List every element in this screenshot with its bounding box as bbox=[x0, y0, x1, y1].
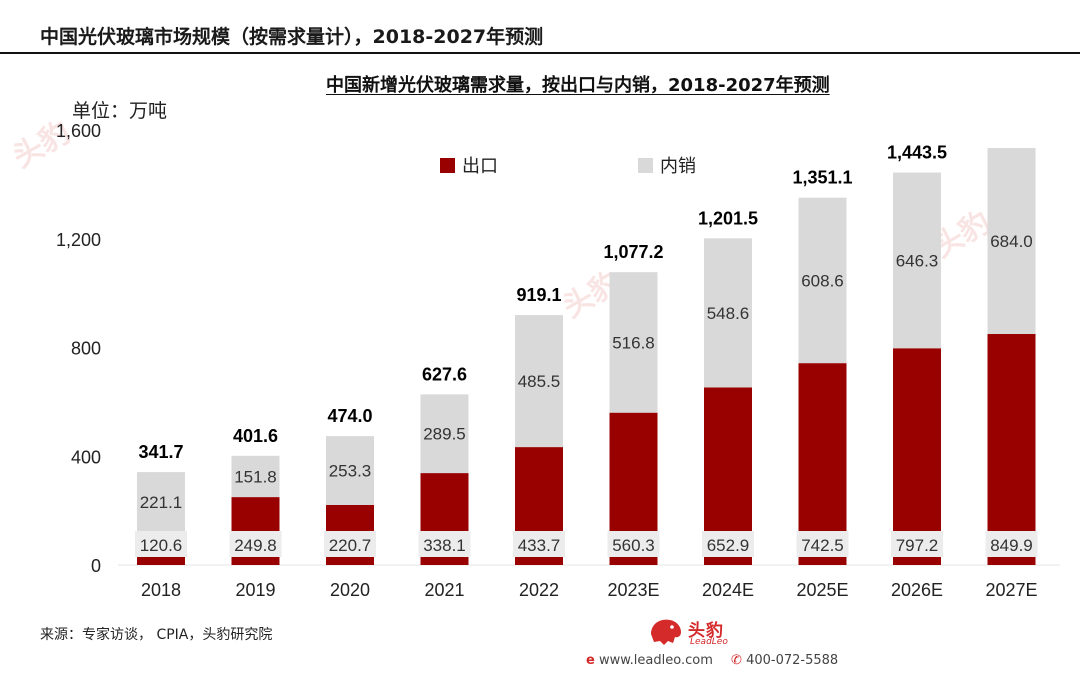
legend-label-domestic: 内销 bbox=[660, 156, 696, 177]
export-value-label: 742.5 bbox=[801, 536, 844, 555]
x-tick-label: 2024E bbox=[702, 580, 754, 600]
export-value-label: 797.2 bbox=[896, 536, 939, 555]
bar-domestic bbox=[987, 147, 1036, 334]
y-tick-label: 400 bbox=[71, 447, 101, 467]
bar-domestic bbox=[420, 394, 469, 474]
export-label-bg bbox=[607, 531, 660, 557]
legend-label-export: 出口 bbox=[462, 156, 498, 177]
legend-swatch-export bbox=[440, 158, 455, 173]
total-value-label: 919.1 bbox=[516, 285, 561, 305]
leopard-icon bbox=[651, 619, 681, 645]
bar-domestic bbox=[893, 172, 941, 349]
x-tick-label: 2026E bbox=[891, 580, 943, 600]
domestic-value-label: 548.6 bbox=[707, 304, 750, 323]
bar-domestic bbox=[798, 197, 847, 364]
export-label-bg bbox=[324, 531, 376, 557]
bar-domestic bbox=[609, 272, 658, 413]
report-title: 中国光伏玻璃市场规模（按需求量计），2018-2027年预测 bbox=[40, 26, 544, 48]
domestic-value-label: 289.5 bbox=[423, 425, 466, 444]
domestic-value-label: 684.0 bbox=[990, 232, 1033, 251]
total-value-label: 1,201.5 bbox=[698, 208, 758, 228]
phone-number: 400-072-5588 bbox=[746, 653, 839, 668]
logo-text: 头豹 bbox=[688, 621, 724, 641]
domestic-value-label: 253.3 bbox=[329, 462, 372, 481]
legend-swatch-domestic bbox=[638, 158, 653, 173]
export-value-label: 849.9 bbox=[990, 536, 1033, 555]
total-value-label: 341.7 bbox=[138, 442, 183, 462]
domestic-value-label: 608.6 bbox=[801, 271, 844, 290]
bar-domestic bbox=[231, 455, 280, 498]
x-tick-label: 2021 bbox=[424, 580, 464, 600]
domestic-value-label: 221.1 bbox=[140, 493, 183, 512]
contact-info: e www.leadleo.com ✆ 400-072-5588 bbox=[586, 653, 838, 668]
x-tick-label: 2027E bbox=[985, 580, 1037, 600]
export-value-label: 433.7 bbox=[518, 536, 561, 555]
bar-domestic bbox=[704, 238, 752, 388]
x-tick-label: 2019 bbox=[235, 580, 275, 600]
x-tick-label: 2025E bbox=[796, 580, 848, 600]
export-label-bg bbox=[513, 531, 565, 557]
bar-domestic bbox=[137, 472, 185, 533]
export-value-label: 120.6 bbox=[140, 536, 183, 555]
phone-icon: ✆ bbox=[731, 653, 742, 668]
export-label-bg bbox=[891, 531, 943, 557]
x-tick-label: 2020 bbox=[330, 580, 370, 600]
export-label-bg bbox=[418, 531, 471, 557]
export-value-label: 249.8 bbox=[234, 536, 277, 555]
total-value-label: 1,077.2 bbox=[603, 242, 663, 262]
export-label-bg bbox=[985, 531, 1038, 557]
x-tick-label: 2018 bbox=[141, 580, 181, 600]
export-value-label: 652.9 bbox=[707, 536, 750, 555]
export-label-bg bbox=[702, 531, 754, 557]
x-tick-label: 2022 bbox=[519, 580, 559, 600]
unit-label: 单位：万吨 bbox=[72, 100, 168, 122]
website-link[interactable]: www.leadleo.com bbox=[598, 653, 713, 668]
web-icon: e bbox=[586, 653, 595, 668]
domestic-value-label: 151.8 bbox=[234, 467, 277, 486]
export-value-label: 560.3 bbox=[612, 536, 655, 555]
y-tick-label: 1,200 bbox=[56, 230, 101, 250]
domestic-value-label: 516.8 bbox=[612, 333, 655, 352]
export-value-label: 220.7 bbox=[329, 536, 372, 555]
logo-subtext: LeadLeo bbox=[690, 637, 728, 647]
y-tick-label: 0 bbox=[91, 556, 101, 576]
total-value-label: 1,443.5 bbox=[887, 143, 947, 163]
total-value-label: 474.0 bbox=[327, 406, 372, 426]
domestic-value-label: 485.5 bbox=[518, 372, 561, 391]
export-label-bg bbox=[796, 531, 849, 557]
export-label-bg bbox=[229, 531, 282, 557]
stacked-bar-chart: 0 400 800 1,200 1,600 120.6 221.1 341.7 2018 249.… bbox=[56, 121, 1060, 600]
leadleo-logo: 头豹 LeadLeo bbox=[648, 614, 748, 650]
y-tick-label: 800 bbox=[71, 339, 101, 359]
bar-domestic bbox=[326, 436, 374, 505]
export-label-bg bbox=[135, 531, 187, 557]
total-value-label: 1,351.1 bbox=[792, 168, 852, 188]
total-value-label: 627.6 bbox=[422, 364, 467, 384]
y-tick-label: 1,600 bbox=[56, 121, 101, 141]
chart-title: 中国新增光伏玻璃需求量，按出口与内销，2018-2027年预测 bbox=[326, 75, 830, 96]
bar-export bbox=[987, 333, 1036, 565]
total-value-label: 401.6 bbox=[233, 426, 278, 446]
x-tick-label: 2023E bbox=[607, 580, 659, 600]
export-value-label: 338.1 bbox=[423, 536, 466, 555]
domestic-value-label: 646.3 bbox=[896, 251, 939, 270]
bar-domestic bbox=[515, 315, 563, 448]
source-note: 来源：专家访谈， CPIA，头豹研究院 bbox=[40, 627, 273, 643]
title-divider bbox=[0, 52, 1080, 54]
bar-export bbox=[893, 348, 941, 565]
